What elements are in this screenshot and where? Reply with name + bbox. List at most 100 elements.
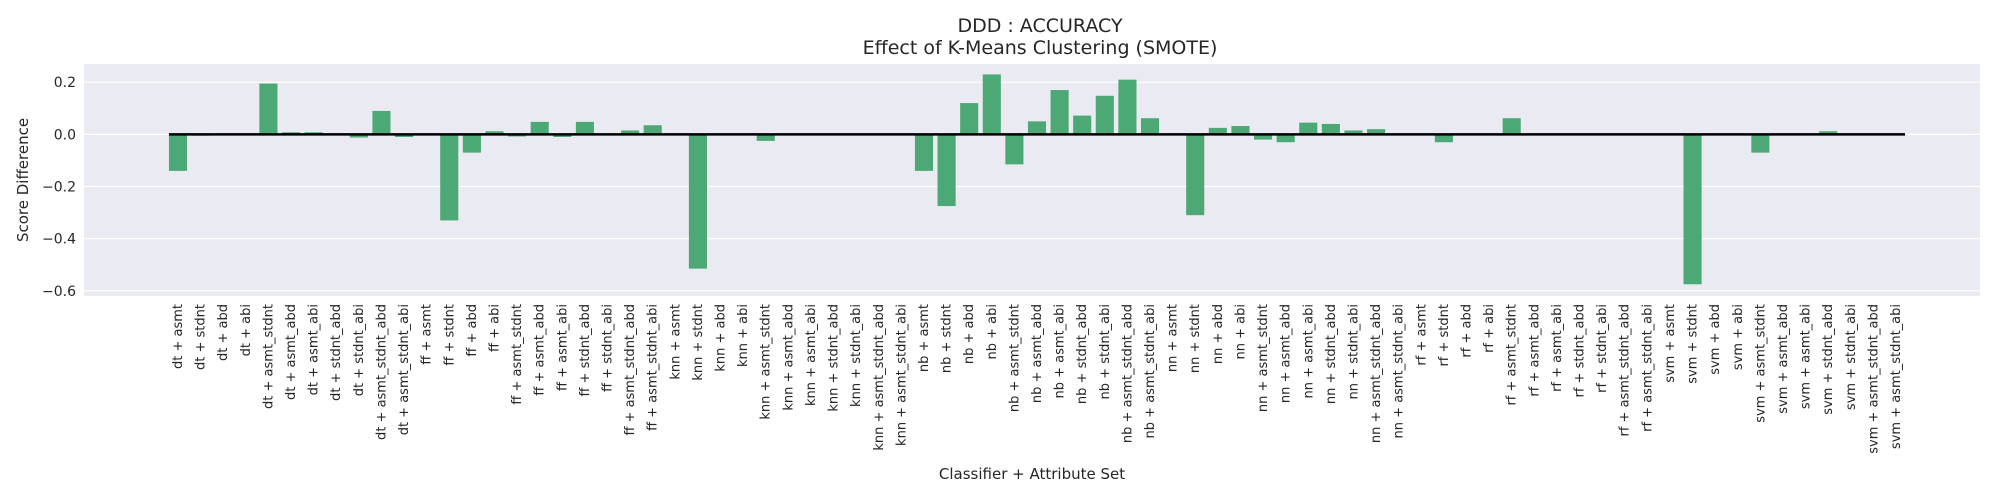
x-tick-label: svm + asmt_stdnt_abi (1889, 304, 1904, 449)
x-tick-label: ff + abi (487, 304, 502, 352)
x-tick-label: svm + stdnt (1686, 304, 1701, 384)
chart-title: DDD : ACCURACY (957, 15, 1123, 37)
x-tick-label: nb + stdnt_abd (1075, 304, 1090, 404)
x-tick-label: ff + asmt_stdnt_abd (623, 304, 638, 436)
x-tick-label: knn + stdnt_abd (827, 304, 842, 412)
x-tick-label: knn + asmt_abd (781, 304, 796, 411)
x-tick-label: dt + asmt_abi (307, 304, 322, 395)
x-tick-label: dt + abd (216, 304, 231, 361)
bar (1005, 134, 1024, 165)
x-tick-label: rf + abd (1460, 304, 1475, 358)
x-tick-label: svm + asmt_stdnt_abd (1866, 304, 1881, 454)
x-tick-label: svm + abd (1708, 304, 1723, 375)
x-tick-label: knn + abd (714, 304, 729, 372)
x-tick-label: ff + stdnt_abd (578, 304, 593, 397)
x-tick-label: ff + asmt_abd (533, 304, 548, 396)
bars (168, 74, 1838, 285)
x-tick-label: nb + stdnt_abi (1098, 304, 1113, 399)
bar (168, 134, 188, 171)
x-tick-label: svm + asmt_stdnt (1753, 304, 1768, 423)
bar (1027, 121, 1047, 135)
bar (1254, 134, 1273, 140)
x-tick-label: svm + stdnt_abi (1844, 304, 1859, 410)
x-tick-label: rf + asmt_stdnt (1505, 304, 1520, 406)
x-tick-label: knn + asmt_abi (804, 304, 819, 406)
x-tick-label: nb + asmt_stdnt_abd (1120, 304, 1135, 443)
bar (1073, 115, 1092, 135)
bar (756, 134, 775, 141)
x-tick-label: nn + stdnt_abi (1346, 304, 1361, 399)
x-tick-label: nn + asmt_stdnt (1256, 304, 1271, 412)
x-tick-label: dt + asmt_stdnt (261, 304, 276, 409)
y-axis-label: Score Difference (14, 118, 32, 242)
x-tick-label: ff + abd (465, 304, 480, 357)
x-tick-label: svm + abi (1731, 304, 1746, 370)
x-tick-label: knn + asmt (668, 304, 683, 380)
x-tick-label: rf + abi (1482, 304, 1497, 353)
x-tick-label: nb + asmt_stdnt_abi (1143, 304, 1158, 438)
bar (1186, 134, 1205, 216)
x-tick-label: nn + asmt_abd (1279, 304, 1294, 403)
bar (937, 134, 956, 207)
x-tick-label: nn + stdnt (1188, 304, 1203, 373)
x-tick-label: ff + asmt (420, 304, 435, 365)
bar (1140, 118, 1160, 135)
x-tick-label: rf + stdnt_abd (1573, 304, 1588, 398)
x-tick-label: ff + stdnt_abi (601, 304, 616, 392)
x-tick-labels: dt + asmt dt + stdnt dt + abd dt + abi dt + … (171, 304, 1904, 454)
x-tick-label: svm + asmt (1663, 304, 1678, 383)
x-tick-label: knn + asmt_stdnt_abd (872, 304, 887, 451)
bar (462, 134, 481, 153)
x-tick-label: nn + asmt_abi (1301, 304, 1316, 398)
x-axis-label: Classifier + Attribute Set (939, 465, 1125, 483)
x-tick-label: dt + abi (239, 304, 254, 356)
x-tick-label: knn + stdnt (691, 304, 706, 381)
y-tick-labels: 0.2 0.0 −0.2 −0.4 −0.6 (42, 75, 76, 300)
bar (1367, 129, 1386, 135)
x-tick-label: dt + stdnt (194, 304, 209, 370)
x-tick-label: ff + asmt_abi (555, 304, 570, 391)
x-tick-label: dt + asmt_stdnt_abd (374, 304, 389, 440)
chart-subtitle: Effect of K-Means Clustering (SMOTE) (863, 37, 1218, 59)
bar (960, 103, 979, 135)
x-tick-label: svm + asmt_abi (1799, 304, 1814, 409)
x-tick-label: nb + asmt_abd (1030, 304, 1045, 403)
bar (1502, 118, 1521, 135)
x-tick-label: nn + abd (1211, 304, 1226, 364)
bar (1434, 134, 1453, 143)
x-tick-label: nn + asmt_stdnt_abi (1392, 304, 1407, 438)
bar (259, 83, 278, 135)
x-tick-label: dt + asmt_abd (284, 304, 299, 400)
x-tick-label: rf + stdnt (1437, 304, 1452, 367)
x-tick-label: ff + asmt_stdnt (510, 304, 525, 405)
x-tick-label: svm + asmt_abd (1776, 304, 1791, 414)
y-tick-label: −0.2 (42, 180, 76, 196)
x-tick-label: dt + stdnt_abd (329, 304, 344, 401)
x-tick-label: rf + asmt_abi (1550, 304, 1565, 392)
x-tick-label: nb + stdnt (940, 304, 955, 373)
x-tick-label: rf + asmt_stdnt_abd (1618, 304, 1633, 437)
y-tick-label: 0.2 (54, 75, 76, 91)
bar (349, 134, 368, 138)
bar (553, 134, 572, 137)
x-tick-label: nb + asmt_abi (1053, 304, 1068, 398)
x-tick-label: nn + stdnt_abd (1324, 304, 1339, 404)
x-tick-label: rf + asmt_abd (1527, 304, 1542, 397)
x-tick-label: ff + asmt_stdnt_abi (646, 304, 661, 431)
bar (1683, 134, 1702, 285)
x-tick-label: knn + asmt_stdnt_abi (894, 304, 909, 446)
y-tick-label: 0.0 (54, 127, 76, 143)
bar (1231, 126, 1250, 135)
x-tick-label: dt + asmt (171, 304, 186, 369)
bar (372, 110, 391, 135)
x-tick-label: nb + asmt (917, 304, 932, 372)
x-tick-label: nn + asmt (1166, 304, 1181, 372)
bar (1276, 134, 1295, 143)
x-tick-label: dt + stdnt_abi (352, 304, 367, 396)
bar (1050, 90, 1069, 135)
x-tick-label: nb + abd (962, 304, 977, 364)
x-tick-label: ff + stdnt (442, 304, 457, 366)
bar (621, 130, 640, 135)
bar (643, 125, 662, 135)
